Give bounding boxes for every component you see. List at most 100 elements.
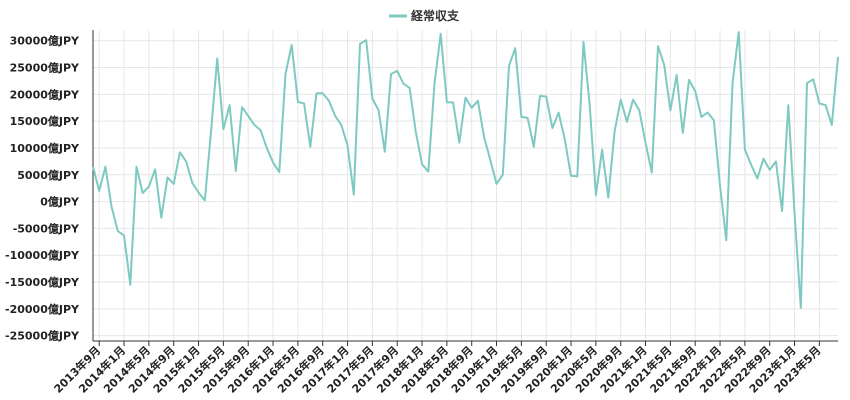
data-point[interactable] bbox=[743, 148, 747, 152]
data-point[interactable] bbox=[681, 131, 685, 135]
data-point[interactable] bbox=[476, 99, 480, 103]
data-point[interactable] bbox=[693, 89, 697, 93]
data-point[interactable] bbox=[507, 64, 511, 68]
data-point[interactable] bbox=[420, 162, 424, 166]
data-point[interactable] bbox=[644, 141, 648, 145]
data-point[interactable] bbox=[805, 81, 809, 85]
data-point[interactable] bbox=[581, 40, 585, 44]
data-point[interactable] bbox=[352, 193, 356, 197]
data-point[interactable] bbox=[712, 118, 716, 122]
data-point[interactable] bbox=[687, 78, 691, 82]
data-point[interactable] bbox=[128, 283, 132, 287]
data-point[interactable] bbox=[296, 100, 300, 104]
data-point[interactable] bbox=[408, 86, 412, 90]
data-point[interactable] bbox=[383, 150, 387, 154]
data-point[interactable] bbox=[153, 167, 157, 171]
legend[interactable]: 経常収支 bbox=[389, 8, 460, 23]
data-point[interactable] bbox=[588, 103, 592, 107]
data-point[interactable] bbox=[817, 101, 821, 105]
data-point[interactable] bbox=[103, 165, 107, 169]
data-point[interactable] bbox=[91, 165, 95, 169]
data-point[interactable] bbox=[364, 38, 368, 42]
data-point[interactable] bbox=[110, 205, 114, 209]
data-point[interactable] bbox=[637, 108, 641, 112]
data-point[interactable] bbox=[271, 160, 275, 164]
data-point[interactable] bbox=[650, 171, 654, 175]
data-point[interactable] bbox=[768, 168, 772, 172]
data-point[interactable] bbox=[290, 43, 294, 47]
data-point[interactable] bbox=[395, 69, 399, 73]
data-point[interactable] bbox=[544, 94, 548, 98]
data-point[interactable] bbox=[557, 111, 561, 115]
data-point[interactable] bbox=[519, 115, 523, 119]
data-point[interactable] bbox=[426, 170, 430, 174]
data-point[interactable] bbox=[265, 146, 269, 150]
data-point[interactable] bbox=[221, 127, 225, 131]
data-point[interactable] bbox=[774, 159, 778, 163]
data-point[interactable] bbox=[501, 173, 505, 177]
data-point[interactable] bbox=[470, 106, 474, 110]
data-point[interactable] bbox=[122, 233, 126, 237]
data-point[interactable] bbox=[625, 120, 629, 124]
data-point[interactable] bbox=[699, 115, 703, 119]
data-point[interactable] bbox=[159, 216, 163, 220]
data-point[interactable] bbox=[333, 114, 337, 118]
data-point[interactable] bbox=[830, 123, 834, 127]
data-point[interactable] bbox=[811, 77, 815, 81]
data-point[interactable] bbox=[538, 94, 542, 98]
data-point[interactable] bbox=[532, 145, 536, 149]
data-point[interactable] bbox=[749, 163, 753, 167]
data-point[interactable] bbox=[166, 175, 170, 179]
data-point[interactable] bbox=[389, 72, 393, 76]
data-point[interactable] bbox=[141, 191, 145, 195]
data-point[interactable] bbox=[737, 30, 741, 34]
data-point[interactable] bbox=[358, 42, 362, 46]
data-point[interactable] bbox=[321, 91, 325, 95]
data-point[interactable] bbox=[203, 199, 207, 203]
data-point[interactable] bbox=[283, 72, 287, 76]
data-point[interactable] bbox=[172, 182, 176, 186]
data-point[interactable] bbox=[799, 306, 803, 310]
data-point[interactable] bbox=[631, 98, 635, 102]
data-point[interactable] bbox=[184, 159, 188, 163]
data-point[interactable] bbox=[730, 82, 734, 86]
data-point[interactable] bbox=[252, 123, 256, 127]
data-point[interactable] bbox=[762, 157, 766, 161]
data-point[interactable] bbox=[724, 238, 728, 242]
data-point[interactable] bbox=[662, 63, 666, 67]
data-point[interactable] bbox=[563, 137, 567, 141]
data-point[interactable] bbox=[824, 103, 828, 107]
data-point[interactable] bbox=[793, 210, 797, 214]
data-point[interactable] bbox=[116, 229, 120, 233]
data-point[interactable] bbox=[134, 165, 138, 169]
data-point[interactable] bbox=[178, 150, 182, 154]
data-point[interactable] bbox=[594, 193, 598, 197]
data-point[interactable] bbox=[346, 143, 350, 147]
data-point[interactable] bbox=[240, 105, 244, 109]
data-point[interactable] bbox=[619, 98, 623, 102]
data-point[interactable] bbox=[339, 123, 343, 127]
data-point[interactable] bbox=[786, 103, 790, 107]
data-point[interactable] bbox=[575, 174, 579, 178]
data-point[interactable] bbox=[445, 100, 449, 104]
data-point[interactable] bbox=[197, 190, 201, 194]
data-point[interactable] bbox=[526, 116, 530, 120]
data-point[interactable] bbox=[513, 46, 517, 50]
data-point[interactable] bbox=[209, 130, 213, 134]
data-point[interactable] bbox=[439, 32, 443, 36]
data-point[interactable] bbox=[302, 101, 306, 105]
data-point[interactable] bbox=[327, 99, 331, 103]
data-point[interactable] bbox=[277, 170, 281, 174]
data-point[interactable] bbox=[488, 158, 492, 162]
data-point[interactable] bbox=[457, 141, 461, 145]
data-point[interactable] bbox=[482, 135, 486, 139]
data-point[interactable] bbox=[706, 111, 710, 115]
data-point[interactable] bbox=[836, 55, 840, 59]
data-point[interactable] bbox=[451, 100, 455, 104]
data-point[interactable] bbox=[600, 148, 604, 152]
data-point[interactable] bbox=[675, 73, 679, 77]
data-point[interactable] bbox=[495, 182, 499, 186]
data-point[interactable] bbox=[308, 145, 312, 149]
data-point[interactable] bbox=[550, 126, 554, 130]
data-point[interactable] bbox=[370, 97, 374, 101]
